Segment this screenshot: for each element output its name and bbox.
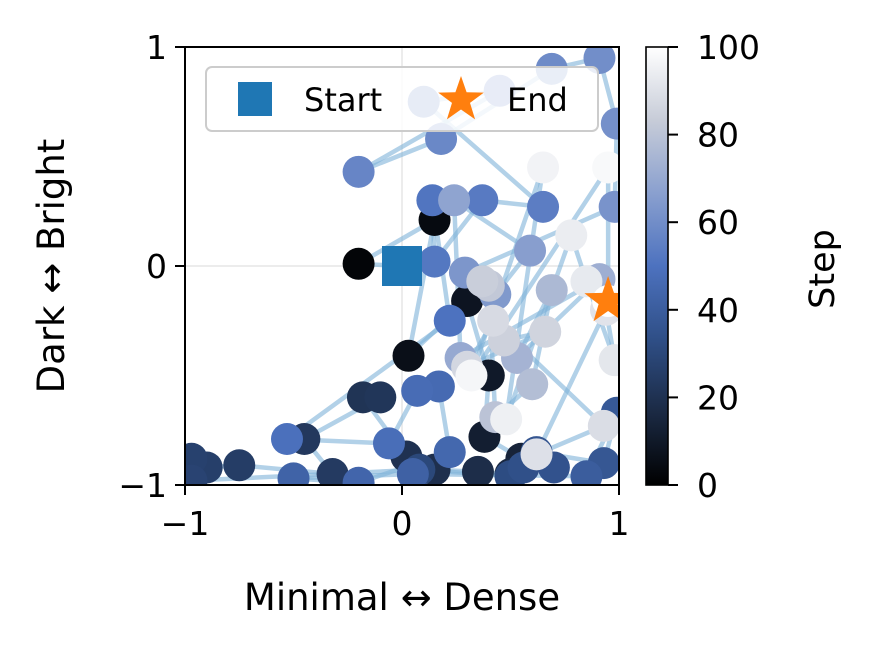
data-point <box>587 409 619 442</box>
y-tick-label: 0 <box>146 247 167 286</box>
colorbar-tick-label: 40 <box>697 291 739 330</box>
colorbar-tick-label: 60 <box>697 203 739 242</box>
colorbar-tick-label: 0 <box>697 466 718 505</box>
data-point <box>600 107 619 140</box>
start-marker <box>382 246 422 286</box>
x-tick-label: −1 <box>161 504 210 543</box>
data-point <box>466 265 499 298</box>
data-point <box>529 315 562 348</box>
data-point <box>490 403 523 436</box>
data-point <box>555 219 588 252</box>
data-point <box>342 466 375 485</box>
x-tick-label: 0 <box>392 504 413 543</box>
data-point <box>520 438 553 471</box>
end-marker <box>584 276 619 322</box>
colorbar-gradient <box>645 46 669 486</box>
colorbar-ticks: 0 20 40 60 80 100 <box>668 28 760 505</box>
colorbar-tick-label: 80 <box>697 116 739 155</box>
y-axis-label: Dark ↔ Bright <box>30 139 73 394</box>
legend-start-label: Start <box>304 81 382 119</box>
data-point <box>570 460 603 485</box>
data-point <box>516 368 549 401</box>
data-point <box>364 381 397 414</box>
path-segment <box>284 318 452 442</box>
x-tick-label: 1 <box>609 504 630 543</box>
data-point <box>477 304 510 337</box>
data-point <box>598 344 619 377</box>
data-point <box>514 234 547 267</box>
data-point <box>466 184 499 217</box>
data-point <box>535 274 568 307</box>
data-point <box>372 427 405 460</box>
data-point <box>418 245 451 278</box>
data-point <box>461 455 494 485</box>
data-point <box>401 374 434 407</box>
data-point <box>438 184 471 217</box>
colorbar-tick-label: 100 <box>697 28 760 67</box>
path-segment <box>406 217 437 359</box>
legend-start-marker <box>238 82 272 116</box>
data-point <box>433 304 466 337</box>
data-point <box>455 359 488 392</box>
y-axis-ticks: −1 0 1 <box>118 28 185 505</box>
data-point <box>316 458 349 485</box>
data-point <box>396 458 429 485</box>
data-point <box>277 462 310 485</box>
legend-box <box>205 66 599 132</box>
legend-end-label: End <box>507 81 568 119</box>
y-tick-label: 1 <box>146 28 167 67</box>
data-point <box>270 423 303 456</box>
trajectory-points <box>185 47 619 485</box>
x-axis-ticks: −1 0 1 <box>161 485 630 543</box>
colorbar-label: Step <box>803 229 843 309</box>
data-point <box>527 190 560 223</box>
data-point <box>598 190 619 223</box>
data-point <box>392 339 425 372</box>
colorbar: 0 20 40 60 80 100 Step <box>645 28 843 505</box>
x-axis-label: Minimal ↔ Dense <box>244 576 560 619</box>
data-point <box>527 151 560 184</box>
legend: Start End <box>205 66 599 132</box>
data-point <box>342 155 375 188</box>
data-point <box>592 151 619 184</box>
data-point <box>185 464 208 485</box>
path-segment <box>534 307 609 457</box>
start-end-markers <box>382 246 619 322</box>
data-point <box>570 265 603 298</box>
legend-end-marker <box>438 76 484 120</box>
y-tick-label: −1 <box>118 466 167 505</box>
data-point <box>433 436 466 469</box>
colorbar-tick-label: 20 <box>697 378 739 417</box>
data-point <box>223 449 256 482</box>
data-point <box>342 247 375 280</box>
